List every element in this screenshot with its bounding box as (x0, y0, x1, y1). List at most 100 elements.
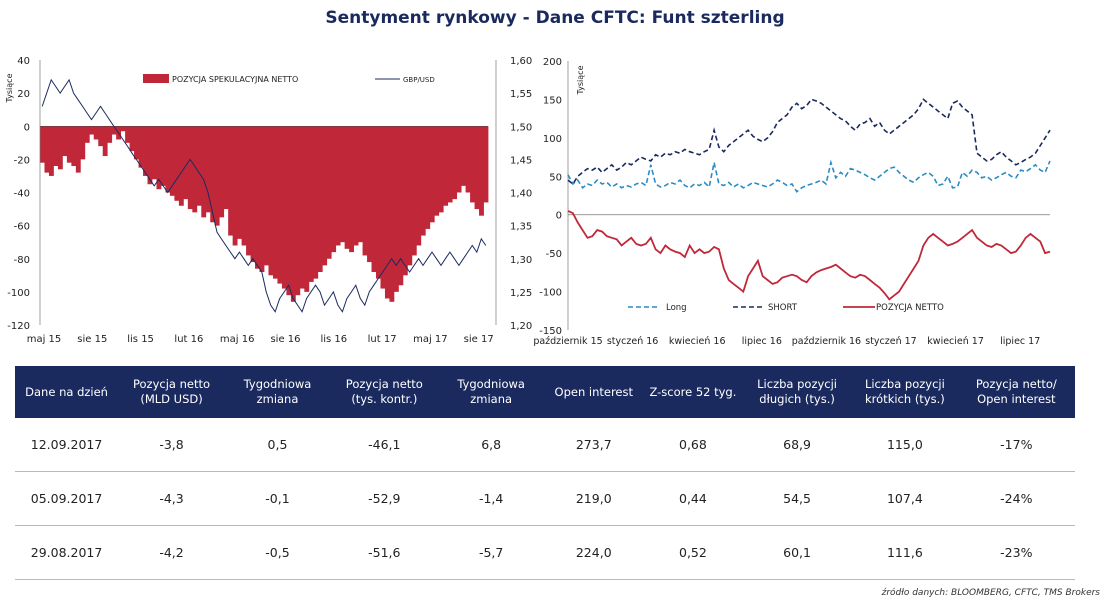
cell-net-usd: -3,8 (118, 418, 225, 472)
net-position-bar (308, 126, 314, 282)
net-position-bar (340, 126, 346, 243)
left-y-tick-label: -40 (14, 189, 30, 200)
net-position-bar (152, 126, 157, 180)
left-y-tick-label: -60 (14, 222, 30, 233)
net-position-bar (461, 126, 466, 186)
net-position-bar (120, 126, 126, 132)
x-tick-label: maj 17 (413, 334, 448, 345)
right-chart-y-tick-label: 50 (549, 172, 562, 183)
short-line (567, 98, 1051, 186)
right-chart-y-tick-label: 100 (543, 134, 562, 145)
cell-long: 60,1 (742, 525, 853, 580)
cell-net-usd: -4,2 (118, 525, 225, 580)
net-position-bar (89, 126, 95, 135)
cell-net-contracts: -51,6 (330, 525, 439, 580)
right-y-tick-label: 1,20 (510, 321, 532, 332)
net-position-bar (398, 126, 404, 286)
net-position-bar (246, 126, 251, 256)
header-open-interest: Open interest (543, 366, 644, 418)
net-position-bar (205, 126, 211, 213)
cell-short: 107,4 (852, 471, 958, 526)
cell-net-oi: -23% (957, 525, 1075, 580)
net-position-bar (304, 126, 310, 292)
legend-label-net-line: POZYCJA NETTO (876, 303, 944, 313)
x-tick-label: lis 16 (320, 334, 347, 345)
net-position-bar (362, 126, 368, 256)
net-position-bar (93, 126, 99, 140)
net-position-bar (98, 126, 104, 147)
net-position-bar (425, 126, 431, 229)
table-row: 12.09.2017 -3,8 0,5 -46,1 6,8 273,7 0,68… (15, 418, 1075, 472)
cell-open-interest: 273,7 (543, 418, 644, 472)
net-position-bar (465, 126, 471, 193)
net-position-bar (237, 126, 242, 239)
charts-area: 40200-20-40-60-80-100-1201,601,551,501,4… (5, 56, 1051, 347)
net-position-bar (134, 126, 139, 160)
x-tick-label: lut 17 (368, 334, 397, 345)
cell-weekly-change-usd: 0,5 (224, 418, 331, 472)
right-chart-y-tick-label: -100 (539, 288, 562, 299)
right-chart-x-tick-label: październik 15 (533, 336, 602, 347)
right-chart-y-tick-label: 200 (543, 57, 562, 68)
cell-zscore: 0,68 (643, 418, 743, 472)
right-y-tick-label: 1,35 (510, 222, 532, 233)
net-position-bar (344, 126, 350, 249)
net-position-bar (376, 126, 381, 279)
cell-zscore: 0,44 (643, 471, 743, 526)
cftc-table: Dane na dzień Pozycja netto (MLD USD) Ty… (15, 366, 1075, 580)
x-tick-label: maj 16 (220, 334, 255, 345)
net-position-bar (268, 126, 274, 276)
net-position-bar (53, 126, 59, 166)
net-position-bar (371, 126, 377, 272)
net-position-bar (380, 126, 386, 289)
net-position-bar (125, 126, 130, 143)
legend-label-net: POZYCJA SPEKULACYJNA NETTO (172, 75, 298, 84)
net-position-bar (474, 126, 480, 210)
legend-label-short: SHORT (768, 303, 798, 313)
long-line (567, 159, 1051, 193)
table-header-row: Dane na dzień Pozycja netto (MLD USD) Ty… (15, 366, 1075, 418)
net-position-bar (281, 126, 287, 289)
net-position-bar (358, 126, 363, 243)
cell-date: 12.09.2017 (15, 418, 119, 472)
left-y-axis-label: Tysiące (5, 73, 14, 103)
net-position-bar (201, 126, 207, 218)
net-position-bar (219, 126, 225, 218)
legend-swatch-net (143, 74, 169, 83)
net-position-bar (264, 126, 269, 266)
cell-long: 68,9 (742, 418, 853, 472)
cell-net-contracts: -52,9 (330, 471, 439, 526)
left-y-tick-label: 40 (17, 56, 30, 67)
right-chart-x-tick-label: kwiecień 16 (669, 336, 726, 347)
net-position-bar (416, 126, 422, 246)
x-tick-label: sie 16 (270, 334, 300, 345)
net-position-bar (402, 126, 408, 276)
net-position-bar (138, 126, 144, 168)
cell-weekly-change-contracts: -5,7 (438, 525, 544, 580)
net-position-bar (44, 126, 50, 173)
legend-label-long: Long (666, 303, 687, 313)
cell-net-contracts: -46,1 (330, 418, 439, 472)
cell-weekly-change-usd: -0,5 (224, 525, 331, 580)
right-chart-y-tick-label: -50 (546, 249, 562, 260)
net-position-bar (326, 126, 332, 259)
right-y-tick-label: 1,60 (510, 56, 532, 67)
legend-label-gbpusd: GBP/USD (403, 76, 435, 84)
net-position-bar (250, 126, 256, 263)
cell-weekly-change-usd: -0,1 (224, 471, 331, 526)
right-chart-y-tick-label: 150 (543, 95, 562, 106)
net-position-bar (429, 126, 435, 223)
header-net-usd: Pozycja netto (MLD USD) (118, 366, 225, 418)
cell-net-oi: -17% (957, 418, 1075, 472)
net-position-bar (452, 126, 458, 200)
x-tick-label: sie 15 (77, 334, 107, 345)
right-y-tick-label: 1,50 (510, 122, 532, 133)
right-y-tick-label: 1,40 (510, 189, 532, 200)
net-position-bar (313, 126, 319, 279)
cell-open-interest: 224,0 (543, 525, 644, 580)
net-position-bar (420, 126, 426, 236)
cell-date: 29.08.2017 (15, 525, 119, 580)
net-position-bar (255, 126, 260, 269)
net-position-bar (322, 126, 328, 266)
net-position-bar (299, 126, 305, 289)
